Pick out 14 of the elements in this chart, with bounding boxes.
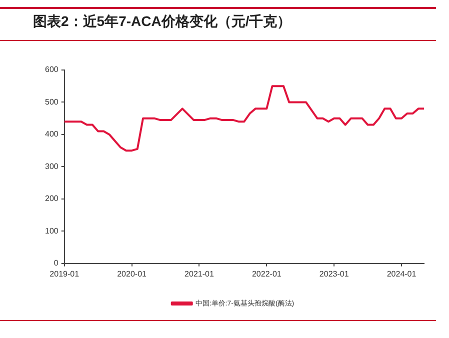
x-tick-label: 2023-01	[319, 269, 350, 278]
y-tick-label: 100	[44, 226, 59, 236]
x-tick-label: 2024-01	[386, 269, 417, 278]
x-tick-label: 2021-01	[184, 269, 214, 278]
y-tick-label: 600	[44, 65, 59, 74]
x-tick-label: 2019-01	[50, 269, 80, 278]
y-tick-label: 400	[44, 130, 59, 139]
chart-title: 图表2：近5年7-ACA价格变化（元/千克）	[33, 13, 292, 31]
x-tick-label: 2020-01	[117, 269, 148, 278]
y-tick-label: 0	[54, 258, 59, 268]
y-tick-label: 500	[44, 97, 59, 106]
x-tick-label: 2022-01	[252, 269, 282, 278]
y-tick-label: 300	[44, 162, 59, 171]
y-tick-label: 200	[44, 194, 59, 204]
